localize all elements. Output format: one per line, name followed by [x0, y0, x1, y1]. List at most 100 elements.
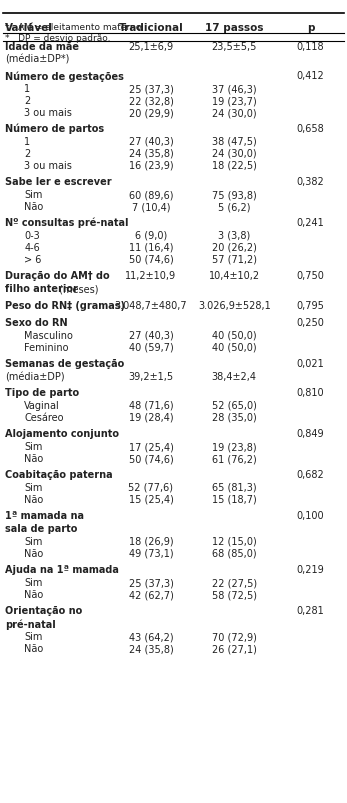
- Text: 3 ou mais: 3 ou mais: [24, 108, 72, 118]
- Text: Sim: Sim: [24, 483, 43, 492]
- Text: Vaginal: Vaginal: [24, 401, 60, 410]
- Text: 18 (26,9): 18 (26,9): [129, 536, 173, 546]
- Text: 4-6: 4-6: [24, 243, 40, 253]
- Text: Sim: Sim: [24, 536, 43, 546]
- Text: 28 (35,0): 28 (35,0): [212, 413, 256, 422]
- Text: Feminino: Feminino: [24, 343, 69, 353]
- Text: Número de gestações: Número de gestações: [5, 71, 124, 81]
- Text: 23,5±5,5: 23,5±5,5: [212, 42, 257, 52]
- Text: Masculino: Masculino: [24, 331, 73, 340]
- Text: 12 (15,0): 12 (15,0): [212, 536, 256, 546]
- Text: 60 (89,6): 60 (89,6): [129, 190, 173, 200]
- Text: Semanas de gestação: Semanas de gestação: [5, 359, 125, 369]
- Text: Sim: Sim: [24, 442, 43, 451]
- Text: Sim: Sim: [24, 190, 43, 200]
- Text: 0,810: 0,810: [297, 388, 324, 397]
- Text: 27 (40,3): 27 (40,3): [129, 331, 173, 340]
- Text: 42 (62,7): 42 (62,7): [128, 589, 174, 599]
- Text: 40 (50,0): 40 (50,0): [212, 331, 256, 340]
- Text: 10,4±10,2: 10,4±10,2: [209, 271, 260, 281]
- Text: Ajuda na 1ª mamada: Ajuda na 1ª mamada: [5, 565, 119, 574]
- Text: Não: Não: [24, 202, 43, 212]
- Text: Nº consultas pré-natal: Nº consultas pré-natal: [5, 218, 129, 228]
- Text: 18 (22,5): 18 (22,5): [212, 161, 257, 171]
- Text: 3 ou mais: 3 ou mais: [24, 161, 72, 171]
- Text: 19 (23,8): 19 (23,8): [212, 442, 256, 451]
- Text: 0,658: 0,658: [297, 124, 324, 134]
- Text: 43 (64,2): 43 (64,2): [129, 631, 173, 642]
- Text: Não: Não: [24, 454, 43, 463]
- Text: 0,849: 0,849: [297, 429, 324, 438]
- Text: 52 (65,0): 52 (65,0): [212, 401, 257, 410]
- Text: 2: 2: [24, 96, 31, 106]
- Text: 3.026,9±528,1: 3.026,9±528,1: [198, 300, 271, 311]
- Text: 19 (23,7): 19 (23,7): [212, 96, 256, 106]
- Text: 61 (76,2): 61 (76,2): [212, 454, 256, 463]
- Text: 22 (32,8): 22 (32,8): [128, 96, 174, 106]
- Text: Peso do RN‡ (gramas): Peso do RN‡ (gramas): [5, 300, 125, 311]
- Text: *   DP = desvio padrão.: * DP = desvio padrão.: [5, 34, 111, 43]
- Text: Não: Não: [24, 643, 43, 653]
- Text: 25,1±6,9: 25,1±6,9: [128, 42, 174, 52]
- Text: 11 (16,4): 11 (16,4): [129, 243, 173, 253]
- Text: 25 (37,3): 25 (37,3): [128, 577, 174, 587]
- Text: 5 (6,2): 5 (6,2): [218, 202, 251, 212]
- Text: 24 (30,0): 24 (30,0): [212, 108, 256, 118]
- Text: 39,2±1,5: 39,2±1,5: [128, 372, 174, 381]
- Text: 0,795: 0,795: [297, 300, 324, 311]
- Text: 75 (93,8): 75 (93,8): [212, 190, 256, 200]
- Text: sala de parto: sala de parto: [5, 524, 78, 533]
- Text: 0,412: 0,412: [297, 71, 324, 81]
- Text: 0-3: 0-3: [24, 230, 40, 241]
- Text: 20 (29,9): 20 (29,9): [129, 108, 173, 118]
- Text: Sim: Sim: [24, 577, 43, 587]
- Text: 17 passos: 17 passos: [205, 23, 263, 33]
- Text: 48 (71,6): 48 (71,6): [129, 401, 173, 410]
- Text: p: p: [307, 23, 314, 33]
- Text: †   AM = aleitamento materno.: † AM = aleitamento materno.: [5, 22, 144, 31]
- Text: 0,021: 0,021: [297, 359, 324, 369]
- Text: Alojamento conjunto: Alojamento conjunto: [5, 429, 119, 438]
- Text: 22 (27,5): 22 (27,5): [212, 577, 257, 587]
- Text: 0,100: 0,100: [297, 511, 324, 520]
- Text: 50 (74,6): 50 (74,6): [129, 454, 173, 463]
- Text: 38 (47,5): 38 (47,5): [212, 137, 256, 147]
- Text: pré-natal: pré-natal: [5, 618, 56, 629]
- Text: Tipo de parto: Tipo de parto: [5, 388, 79, 397]
- Text: 16 (23,9): 16 (23,9): [129, 161, 173, 171]
- Text: 26 (27,1): 26 (27,1): [212, 643, 257, 653]
- Text: 24 (30,0): 24 (30,0): [212, 149, 256, 159]
- Text: > 6: > 6: [24, 255, 42, 265]
- Text: Não: Não: [24, 548, 43, 558]
- Text: Orientação no: Orientação no: [5, 605, 83, 615]
- Text: 65 (81,3): 65 (81,3): [212, 483, 256, 492]
- Text: 40 (59,7): 40 (59,7): [129, 343, 173, 353]
- Text: 17 (25,4): 17 (25,4): [128, 442, 174, 451]
- Text: 2: 2: [24, 149, 31, 159]
- Text: Duração do AM† do: Duração do AM† do: [5, 271, 110, 281]
- Text: 3.048,7±480,7: 3.048,7±480,7: [115, 300, 187, 311]
- Text: 0,241: 0,241: [297, 218, 324, 228]
- Text: 24 (35,8): 24 (35,8): [129, 643, 173, 653]
- Text: 7 (10,4): 7 (10,4): [132, 202, 170, 212]
- Text: Variável: Variável: [5, 23, 53, 33]
- Text: 0,682: 0,682: [297, 470, 324, 479]
- Text: 38,4±2,4: 38,4±2,4: [212, 372, 257, 381]
- Text: 3 (3,8): 3 (3,8): [218, 230, 250, 241]
- Text: Número de partos: Número de partos: [5, 124, 104, 134]
- Text: 37 (46,3): 37 (46,3): [212, 84, 256, 94]
- Text: 50 (74,6): 50 (74,6): [129, 255, 173, 265]
- Text: Tradicional: Tradicional: [119, 23, 183, 33]
- Text: 1: 1: [24, 84, 31, 94]
- Text: 52 (77,6): 52 (77,6): [128, 483, 174, 492]
- Text: 57 (71,2): 57 (71,2): [212, 255, 257, 265]
- Text: Sexo do RN: Sexo do RN: [5, 318, 68, 328]
- Text: 58 (72,5): 58 (72,5): [212, 589, 257, 599]
- Text: filho anterior: filho anterior: [5, 283, 78, 294]
- Text: 11,2±10,9: 11,2±10,9: [125, 271, 177, 281]
- Text: 0,382: 0,382: [297, 177, 324, 187]
- Text: 70 (72,9): 70 (72,9): [212, 631, 257, 642]
- Text: 68 (85,0): 68 (85,0): [212, 548, 256, 558]
- Text: (média±DP*): (média±DP*): [5, 55, 70, 65]
- Text: 49 (73,1): 49 (73,1): [129, 548, 173, 558]
